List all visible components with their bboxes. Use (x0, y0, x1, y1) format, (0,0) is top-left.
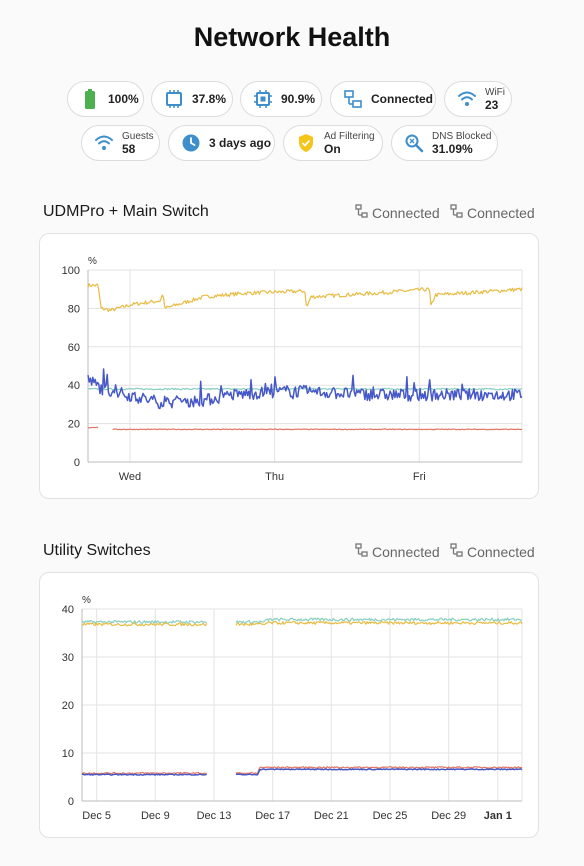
series-line-yellow (235, 620, 523, 626)
series-line-red (235, 766, 522, 775)
dns-blocked-chip[interactable]: DNS Blocked 31.09% (391, 125, 498, 161)
series-line-blue (235, 768, 523, 776)
battery-icon (80, 89, 100, 109)
y-axis-unit: % (82, 595, 91, 606)
y-tick-label: 40 (68, 380, 80, 392)
series-line-blue (87, 368, 523, 410)
lan-icon (450, 543, 464, 560)
search-icon (404, 133, 424, 153)
status-label: Connected (372, 543, 440, 560)
x-tick-label: Jan 1 (484, 810, 512, 822)
section-title-utility: Utility Switches (43, 542, 151, 559)
section-title-main: UDMPro + Main Switch (43, 203, 209, 220)
page-title: Network Health (193, 22, 391, 52)
lan-icon (343, 89, 363, 109)
lan-icon (355, 543, 369, 560)
series-line-blue (81, 773, 207, 776)
y-tick-label: 20 (62, 700, 74, 712)
y-tick-label: 60 (68, 342, 80, 354)
dns-blocked-value: 31.09% (432, 142, 473, 156)
main-switch-chart[interactable]: 0 20 40 60 80 100 Wed Thu Fri% (40, 234, 540, 500)
ad-filtering-value: On (324, 142, 341, 156)
dns-blocked-label: DNS Blocked (432, 131, 492, 142)
chart-card-main: 0 20 40 60 80 100 Wed Thu Fri% (39, 233, 539, 499)
x-tick-label: Dec 25 (373, 810, 408, 822)
status-connected-1: Connected (355, 204, 440, 221)
status-connected-4: Connected (450, 543, 535, 560)
ad-filtering-chip[interactable]: Ad Filtering On (283, 125, 383, 161)
series-line-red (81, 771, 207, 775)
connection-value: Connected (371, 92, 434, 106)
status-label: Connected (467, 543, 535, 560)
guest-wifi-icon (94, 133, 114, 153)
series-line-red (112, 428, 523, 431)
x-tick-label: Thu (265, 471, 284, 483)
y-tick-label: 10 (62, 748, 74, 760)
connection-chip[interactable]: Connected (330, 81, 436, 117)
y-tick-label: 20 (68, 419, 80, 431)
memory-chip[interactable]: 37.8% (151, 81, 233, 117)
status-connected-2: Connected (450, 204, 535, 221)
x-tick-label: Dec 13 (197, 810, 232, 822)
status-connected-3: Connected (355, 543, 440, 560)
x-tick-label: Dec 9 (141, 810, 170, 822)
battery-value: 100% (108, 92, 139, 106)
cpu-value: 90.9% (281, 92, 316, 106)
battery-chip[interactable]: 100% (67, 81, 144, 117)
wifi-icon (457, 89, 477, 109)
memory-icon (164, 89, 184, 109)
x-tick-label: Dec 21 (314, 810, 349, 822)
cpu-icon (253, 89, 273, 109)
status-label: Connected (467, 204, 535, 221)
x-tick-label: Dec 5 (82, 810, 111, 822)
chart-card-utility: 0 10 20 30 40 Dec 5 Dec 9 Dec 13 Dec 17 Dec 21 Dec… (39, 572, 539, 838)
y-tick-label: 80 (68, 303, 80, 315)
y-tick-label: 40 (62, 604, 74, 616)
x-tick-label: Dec 29 (431, 810, 466, 822)
x-tick-label: Fri (413, 471, 426, 483)
guests-label: Guests (122, 131, 154, 142)
cpu-chip[interactable]: 90.9% (240, 81, 322, 117)
series-line-yellow (87, 283, 523, 313)
y-tick-label: 30 (62, 652, 74, 664)
wifi-chip[interactable]: WiFi 23 (444, 81, 512, 117)
series-line-teal (81, 619, 207, 625)
wifi-value: 23 (485, 98, 499, 112)
series-line-teal (87, 387, 523, 391)
y-tick-label: 100 (62, 265, 80, 277)
series-line-yellow (82, 622, 208, 627)
series-line-red (87, 426, 99, 429)
lan-icon (355, 204, 369, 221)
wifi-label: WiFi (485, 87, 505, 98)
uptime-value: 3 days ago (209, 136, 272, 150)
y-axis-unit: % (88, 256, 97, 267)
clock-icon (181, 133, 201, 153)
guests-value: 58 (122, 142, 136, 156)
uptime-chip[interactable]: 3 days ago (168, 125, 275, 161)
x-tick-label: Dec 17 (255, 810, 290, 822)
y-tick-label: 0 (74, 457, 80, 469)
y-tick-label: 0 (68, 796, 74, 808)
guests-chip[interactable]: Guests 58 (81, 125, 160, 161)
utility-switch-chart[interactable]: 0 10 20 30 40 Dec 5 Dec 9 Dec 13 Dec 17 Dec 21 Dec… (40, 573, 540, 839)
status-label: Connected (372, 204, 440, 221)
shield-check-icon (296, 133, 316, 153)
lan-icon (450, 204, 464, 221)
x-tick-label: Wed (119, 471, 141, 483)
memory-value: 37.8% (192, 92, 227, 106)
series-line-teal (235, 617, 523, 624)
ad-filtering-label: Ad Filtering (324, 131, 375, 142)
